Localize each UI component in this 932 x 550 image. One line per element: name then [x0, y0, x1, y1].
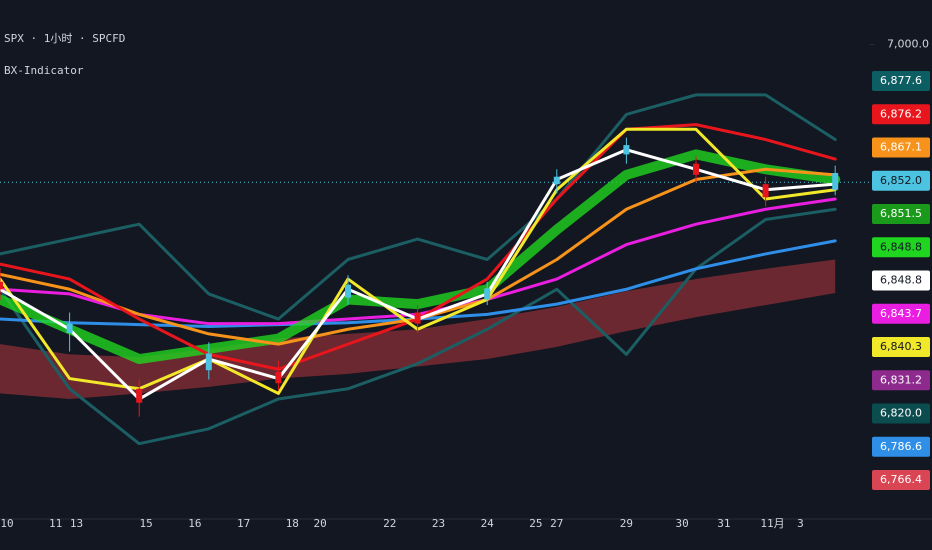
- x-tick-label: 23: [432, 517, 445, 530]
- price-label-box: [872, 303, 930, 324]
- price-label-box: [872, 337, 930, 357]
- x-tick-label: 3: [797, 517, 804, 530]
- x-tick-label: 20: [314, 517, 327, 530]
- x-tick-label: 13: [70, 517, 83, 530]
- price-label: 6,867.1: [880, 141, 922, 154]
- x-tick-label: 24: [481, 517, 495, 530]
- price-label-box: [872, 270, 930, 291]
- x-tick-label: 17: [237, 517, 250, 530]
- x-tick-label: 16: [188, 517, 201, 530]
- price-label: 6,831.2: [880, 373, 922, 386]
- x-tick-label: 10: [0, 517, 13, 530]
- x-tick-label: 30: [675, 517, 688, 530]
- price-label: 6,766.4: [880, 473, 922, 486]
- price-label: 6,820.0: [880, 407, 922, 420]
- price-label: 6,848.8: [880, 274, 922, 287]
- x-tick-label: 31: [717, 517, 730, 530]
- price-label: 6,851.5: [880, 207, 922, 220]
- price-label-box: [872, 104, 930, 125]
- price-label: 6,840.3: [880, 340, 922, 353]
- indicator-name: BX-Indicator: [4, 64, 84, 77]
- series-line: [0, 149, 841, 365]
- price-label: 6,876.2: [880, 107, 922, 120]
- x-tick-label: 18: [286, 517, 299, 530]
- price-label-box: [872, 71, 930, 91]
- candle-body: [484, 288, 491, 300]
- x-tick-label: 25: [529, 517, 542, 530]
- candle-body: [553, 176, 560, 185]
- price-label-box: [872, 204, 930, 224]
- price-label: 6,852.0: [880, 174, 922, 187]
- price-label-box: [872, 370, 930, 391]
- candle-body: [66, 323, 73, 333]
- x-tick-label: 27: [550, 517, 563, 530]
- x-tick-label: 29: [620, 517, 633, 530]
- x-tick-label: 11月: [760, 517, 784, 530]
- x-tick-label: 11: [49, 517, 62, 530]
- y-tick-label: 7,000.0: [887, 38, 929, 51]
- candle-body: [205, 353, 212, 371]
- price-label-box: [872, 137, 930, 158]
- price-label: 6,843.7: [880, 307, 922, 320]
- x-tick-label: 15: [140, 517, 153, 530]
- price-label: 6,848.8: [880, 240, 922, 253]
- price-label-box: [872, 170, 930, 191]
- candle-body: [345, 284, 351, 298]
- price-label-box: [872, 403, 930, 424]
- candle-body: [693, 163, 699, 175]
- candle-body: [832, 173, 839, 190]
- chart-title: SPX · 1小时 · SPCFD: [4, 32, 125, 45]
- price-label-box: [872, 237, 930, 258]
- candle-body: [414, 312, 421, 324]
- candle-body: [0, 281, 3, 290]
- candle-body: [623, 145, 630, 155]
- candle-body: [762, 184, 769, 198]
- price-label: 6,877.6: [880, 74, 922, 87]
- price-label-box: [872, 470, 930, 490]
- x-tick-label: 22: [383, 517, 396, 530]
- candle-body: [275, 372, 282, 384]
- candle-body: [136, 388, 143, 403]
- series-line: [0, 93, 837, 321]
- price-label: 6,786.6: [880, 440, 922, 453]
- price-label-box: [872, 436, 930, 457]
